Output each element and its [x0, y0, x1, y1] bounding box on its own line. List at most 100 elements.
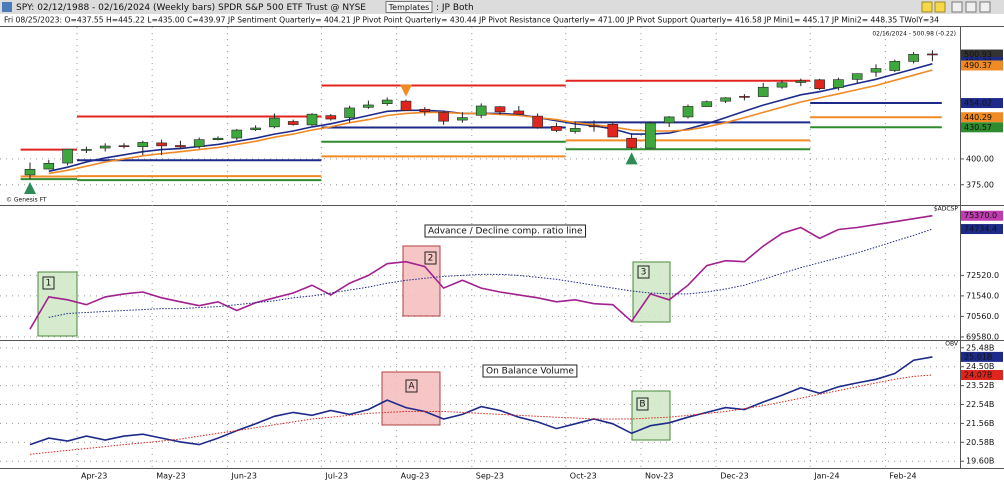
candle-body — [720, 97, 731, 102]
annotation-label: 3 — [641, 268, 647, 278]
candle-body — [889, 61, 901, 71]
candle-body — [438, 112, 449, 122]
caption-box — [424, 224, 587, 238]
price-label-box — [961, 370, 1003, 381]
candle-body — [325, 115, 337, 120]
y-tick-label: 22.54B — [966, 400, 994, 409]
annotation-box — [631, 390, 671, 441]
x-tick-label: Jul-23 — [324, 472, 348, 481]
price-label: 500.93 — [964, 50, 992, 59]
indicator-symbol: OBV — [945, 341, 959, 348]
signal-marker — [24, 181, 36, 194]
y-tick-label: 400.00 — [966, 154, 994, 163]
candle-body — [250, 127, 261, 130]
candle-body — [494, 106, 506, 113]
caption-box — [482, 364, 578, 378]
candle-body — [626, 137, 637, 149]
annotation-label: A — [408, 382, 415, 392]
y-tick-label: 375.00 — [966, 180, 994, 189]
candle-body — [833, 79, 844, 88]
price-label: 74734.4 — [964, 225, 997, 234]
annotation-tag — [405, 379, 418, 393]
y-tick-label: 72520.0 — [966, 271, 999, 280]
y-tick-label: 24.50B — [966, 362, 994, 371]
x-tick-label: Nov-23 — [645, 472, 673, 481]
candle-body — [381, 99, 393, 104]
template-name: : JP Both — [436, 3, 474, 13]
candle-body — [231, 129, 243, 139]
info-line: Fri 08/25/2023: O=437.55 H=445.22 L=435.… — [4, 16, 939, 25]
candle-body — [269, 117, 280, 128]
window-button[interactable] — [934, 1, 946, 13]
candle-body — [457, 117, 468, 121]
candle-body — [156, 142, 167, 147]
candle-body — [851, 73, 863, 80]
candle-body — [757, 86, 769, 97]
x-tick-label: Aug-23 — [401, 472, 430, 481]
x-tick-label: Sep-23 — [476, 472, 504, 481]
x-tick-label: Jun-23 — [230, 472, 257, 481]
y-tick-label: 70560.0 — [966, 312, 999, 321]
candle-body — [682, 106, 694, 118]
candle-body — [795, 80, 807, 83]
last-price: 02/16/2024 - 500.98 (-0.22) — [872, 31, 956, 38]
candle-body — [193, 139, 205, 148]
candle-body — [814, 79, 825, 89]
candle-body — [137, 142, 149, 148]
price-label: 25.01B — [964, 352, 992, 361]
candle-body — [43, 163, 55, 170]
candle-body — [475, 105, 487, 116]
title-bar — [0, 0, 1004, 14]
x-tick-label: Oct-23 — [570, 472, 597, 481]
window-title: SPY: 02/12/1988 - 02/16/2024 (Weekly bar… — [16, 3, 366, 13]
y-tick-label: 21.56B — [966, 419, 994, 428]
series-line — [48, 228, 933, 318]
candle-body — [513, 110, 525, 115]
candle-body — [532, 115, 543, 128]
candle-body — [701, 101, 713, 107]
y-tick-label: 23.52B — [966, 381, 994, 390]
window-button[interactable] — [921, 1, 933, 13]
candle-body — [81, 149, 92, 151]
annotation-label: 1 — [46, 279, 52, 289]
price-label: 440.29 — [964, 113, 992, 122]
y-tick-label: 20.58B — [966, 438, 994, 447]
copyright: © Genesis FT — [6, 197, 47, 204]
candle-body — [175, 145, 186, 148]
series-line — [48, 69, 933, 175]
price-label-box — [961, 112, 1003, 123]
candle-body — [607, 123, 619, 138]
candle-body — [287, 121, 299, 125]
candle-body — [645, 122, 656, 149]
signal-marker — [625, 152, 638, 165]
panel-title: Advance / Decline comp. ratio line — [428, 227, 583, 237]
candle-body — [663, 116, 675, 124]
price-label-box — [961, 49, 1003, 60]
x-tick-label: Feb-24 — [889, 472, 916, 481]
series-line — [29, 356, 933, 446]
price-label-box — [961, 122, 1003, 133]
candle-body — [306, 113, 318, 126]
y-tick-label: 71540.0 — [966, 291, 999, 300]
price-label: 75370.0 — [964, 211, 997, 220]
templates-button[interactable] — [385, 1, 433, 13]
candle-body — [118, 145, 130, 147]
x-tick-label: Dec-23 — [720, 472, 749, 481]
candle-body — [551, 126, 562, 131]
x-tick-label: Jan-24 — [813, 472, 839, 481]
candle-body — [99, 145, 111, 149]
annotation-tag — [42, 276, 55, 290]
signal-marker — [400, 84, 412, 97]
candle-body — [870, 68, 882, 73]
price-label: 24.07B — [964, 371, 992, 380]
panel-title: On Balance Volume — [486, 367, 574, 377]
x-tick-label: May-23 — [156, 472, 185, 481]
close-button[interactable] — [979, 1, 991, 13]
app-icon — [2, 2, 12, 12]
candle-body — [400, 100, 412, 111]
minimize-button[interactable] — [951, 1, 963, 13]
candle-body — [569, 128, 581, 132]
restore-button[interactable] — [965, 1, 977, 13]
templates-button-label[interactable]: Templates — [388, 3, 430, 12]
y-tick-label: 19.60B — [966, 457, 994, 466]
